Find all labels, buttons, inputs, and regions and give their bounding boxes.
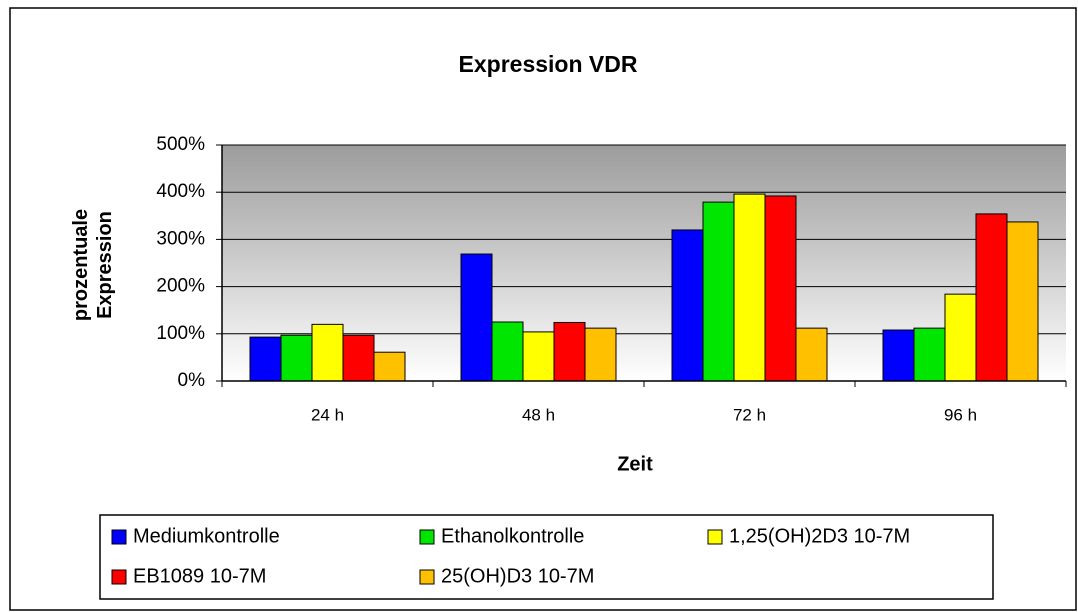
y-tick-label: 0% bbox=[178, 370, 206, 391]
legend-label: 1,25(OH)2D3 10-7M bbox=[729, 525, 910, 547]
y-tick-label: 200% bbox=[156, 276, 205, 297]
bar bbox=[764, 195, 797, 382]
bar bbox=[882, 329, 915, 382]
legend-label: 25(OH)D3 10-7M bbox=[441, 565, 594, 587]
bar bbox=[522, 331, 555, 382]
x-axis-label: Zeit bbox=[617, 453, 653, 475]
y-tick-label: 500% bbox=[156, 134, 205, 155]
bar bbox=[460, 253, 493, 382]
legend-label: Ethanolkontrolle bbox=[441, 525, 584, 547]
legend-label: Mediumkontrolle bbox=[133, 525, 280, 547]
x-tick-label: 48 h bbox=[522, 405, 555, 424]
bar bbox=[795, 327, 828, 382]
bar bbox=[249, 336, 282, 382]
legend-swatch bbox=[707, 529, 723, 545]
bar bbox=[1006, 221, 1039, 382]
legend bbox=[99, 514, 994, 600]
y-axis-label: prozentuale Expression bbox=[70, 208, 116, 322]
bar bbox=[944, 293, 977, 382]
bar bbox=[733, 193, 766, 382]
x-tick-label: 72 h bbox=[733, 405, 766, 424]
chart-title: Expression VDR bbox=[459, 51, 638, 77]
y-tick-label: 100% bbox=[156, 323, 205, 344]
bar bbox=[342, 334, 375, 382]
legend-swatch bbox=[419, 569, 435, 585]
bar bbox=[553, 321, 586, 382]
legend-swatch bbox=[111, 529, 127, 545]
bar bbox=[913, 327, 946, 382]
legend-swatch bbox=[111, 569, 127, 585]
x-tick-label: 24 h bbox=[311, 405, 344, 424]
bar bbox=[311, 323, 344, 382]
bar bbox=[671, 229, 704, 382]
bar bbox=[584, 327, 617, 382]
legend-label: EB1089 10-7M bbox=[133, 565, 266, 587]
bar bbox=[975, 213, 1008, 382]
bar bbox=[702, 201, 735, 382]
y-tick-label: 400% bbox=[156, 181, 205, 202]
bar bbox=[373, 351, 406, 382]
y-tick-label: 300% bbox=[156, 228, 205, 249]
bar bbox=[280, 334, 313, 382]
bar bbox=[491, 321, 524, 382]
x-tick-label: 96 h bbox=[944, 405, 977, 424]
legend-swatch bbox=[419, 529, 435, 545]
